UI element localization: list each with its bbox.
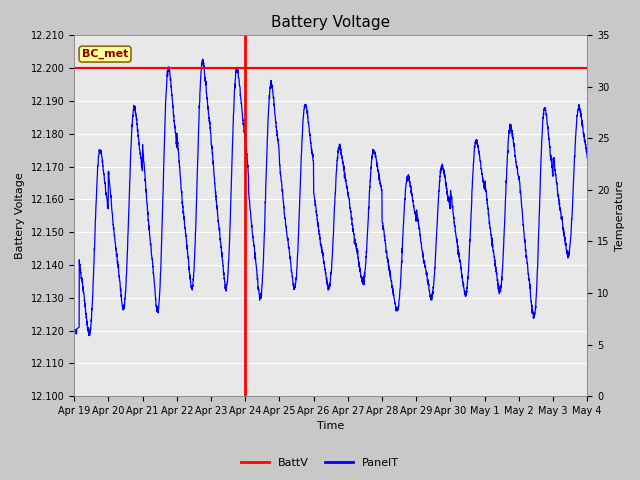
Legend: BattV, PanelT: BattV, PanelT	[237, 453, 403, 472]
Y-axis label: Temperature: Temperature	[615, 180, 625, 251]
Text: BC_met: BC_met	[82, 49, 128, 59]
Y-axis label: Battery Voltage: Battery Voltage	[15, 172, 25, 259]
Title: Battery Voltage: Battery Voltage	[271, 15, 390, 30]
X-axis label: Time: Time	[317, 421, 344, 432]
